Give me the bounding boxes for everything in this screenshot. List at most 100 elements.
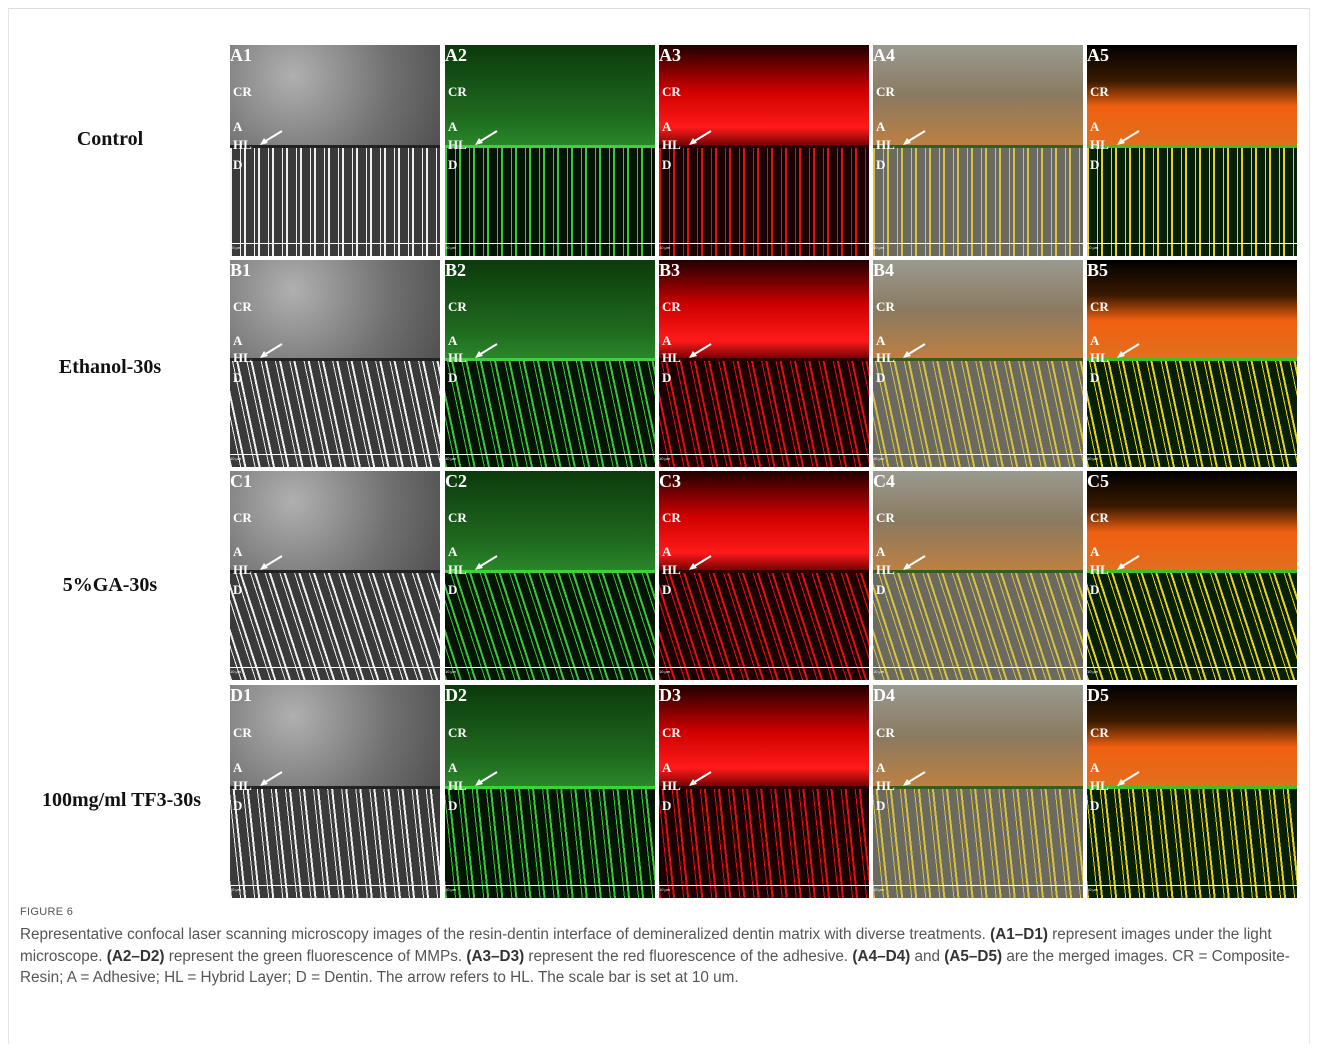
annotation: CR <box>662 84 681 99</box>
annotation: A <box>662 544 672 559</box>
arrow <box>475 771 498 786</box>
annotation: A <box>1090 119 1100 134</box>
annotation: HL <box>662 778 681 793</box>
dentin-region <box>1087 573 1297 680</box>
caption-text: and <box>910 947 945 965</box>
panel-label: B3 <box>659 260 681 280</box>
scale-label: 10 μm <box>445 456 457 461</box>
resin-region <box>1087 471 1297 574</box>
dentin-region <box>445 573 655 680</box>
annotation: D <box>876 370 886 385</box>
annotation: A <box>1090 544 1100 559</box>
hybrid-layer <box>873 145 1083 149</box>
scale-label: 10 μm <box>230 456 242 461</box>
annotation: CR <box>233 510 252 525</box>
scale-label: 10 μm <box>659 669 671 674</box>
arrow <box>903 555 926 570</box>
micrograph-panel: C5 CR A HL D 10 μm <box>1087 471 1297 680</box>
dentin-region <box>873 148 1083 256</box>
micrograph-panel: B2 CR A HL D 10 μm <box>445 260 655 467</box>
hybrid-layer <box>230 358 440 362</box>
hybrid-layer <box>1087 358 1297 362</box>
annotation: HL <box>1090 778 1109 793</box>
resin-region <box>1087 260 1297 362</box>
row-label: Control <box>76 128 144 150</box>
hybrid-layer <box>659 145 869 149</box>
scale-bar <box>445 667 655 668</box>
arrow <box>475 130 498 145</box>
dentin-region <box>1087 148 1297 256</box>
annotation: HL <box>448 562 467 577</box>
panel-label: D2 <box>445 685 467 705</box>
panel-label: A3 <box>659 45 681 65</box>
scale-bar <box>445 885 655 886</box>
resin-region <box>230 260 440 362</box>
resin-region <box>230 471 440 574</box>
frame <box>8 8 1310 1044</box>
annotation: HL <box>1090 562 1109 577</box>
annotation: D <box>233 798 243 813</box>
panel-label: B1 <box>230 260 252 280</box>
hybrid-layer <box>659 570 869 574</box>
scale-label: 10 μm <box>1087 887 1099 892</box>
micrograph-panel: C4 CR A HL D 10 μm <box>873 471 1083 680</box>
resin-region <box>873 471 1083 574</box>
figure-label: FIGURE 6 <box>20 906 74 918</box>
hybrid-layer <box>230 570 440 574</box>
annotation: HL <box>233 778 252 793</box>
arrow <box>903 343 926 358</box>
panel-label: B5 <box>1087 260 1109 280</box>
scale-bar <box>230 667 440 668</box>
annotation: D <box>448 582 458 597</box>
arrow <box>260 771 283 786</box>
scale-bar <box>1087 885 1297 886</box>
panel-label: D1 <box>230 685 252 705</box>
micrograph-panel: D5 CR A HL D 10 μm <box>1087 685 1297 898</box>
scale-label: 10 μm <box>230 245 242 250</box>
dentin-region <box>659 148 869 256</box>
scale-label: 10 μm <box>230 669 242 674</box>
arrow <box>1117 130 1140 145</box>
annotation: CR <box>1090 299 1109 314</box>
annotation: HL <box>233 562 252 577</box>
micrograph-panel: D2 CR A HL D 10 μm <box>445 685 655 898</box>
annotation: A <box>233 760 243 775</box>
hybrid-layer <box>445 570 655 574</box>
hybrid-layer <box>445 358 655 362</box>
dentin-region <box>230 148 440 256</box>
scale-bar <box>873 667 1083 668</box>
micrograph-panel: C3 CR A HL D 10 μm <box>659 471 869 680</box>
resin-region <box>659 260 869 362</box>
scale-bar <box>659 667 869 668</box>
annotation: HL <box>448 137 467 152</box>
micrograph-panel: C2 CR A HL D 10 μm <box>445 471 655 680</box>
annotation: A <box>448 333 458 348</box>
panel-label: D4 <box>873 685 895 705</box>
panel-label: C1 <box>230 471 252 491</box>
scale-label: 10 μm <box>445 669 457 674</box>
arrow <box>903 130 926 145</box>
dentin-region <box>659 361 869 467</box>
panel-label: C3 <box>659 471 681 491</box>
hybrid-layer <box>873 570 1083 574</box>
annotation: D <box>233 582 243 597</box>
annotation: A <box>876 760 886 775</box>
scale-label: 10 μm <box>659 456 671 461</box>
resin-region <box>873 260 1083 362</box>
annotation: A <box>876 544 886 559</box>
resin-region <box>873 685 1083 790</box>
annotation: CR <box>662 299 681 314</box>
panel-label: B2 <box>445 260 467 280</box>
arrow <box>689 343 712 358</box>
annotation: D <box>448 157 458 172</box>
annotation: D <box>662 582 672 597</box>
annotation: HL <box>662 137 681 152</box>
resin-region <box>445 685 655 790</box>
arrow <box>689 771 712 786</box>
annotation: D <box>1090 798 1100 813</box>
scale-label: 10 μm <box>873 245 885 250</box>
resin-region <box>659 471 869 574</box>
row-label: Ethanol-30s <box>58 356 162 378</box>
annotation: CR <box>662 725 681 740</box>
annotation: A <box>448 544 458 559</box>
